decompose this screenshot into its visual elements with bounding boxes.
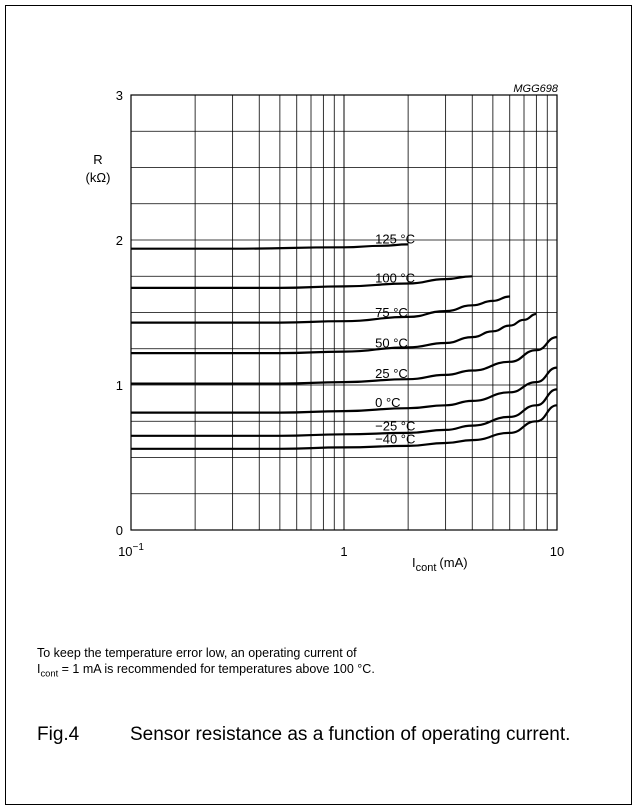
- grid: [130, 94, 558, 531]
- series-label: 25 °C: [375, 366, 408, 381]
- x-axis-symbol: I: [412, 555, 416, 570]
- x-axis-subscript: cont: [416, 562, 437, 574]
- note-line-2: = 1 mA is recommended for temperatures a…: [58, 662, 375, 676]
- series-line: [131, 336, 558, 385]
- x-tick-label: 1: [340, 544, 347, 559]
- note-line-1: To keep the temperature error low, an op…: [37, 646, 357, 660]
- y-tick-label: 0: [116, 523, 123, 538]
- series-line: [130, 275, 473, 290]
- tick-labels: 0 1 2 3 10−1 1 10: [116, 88, 564, 559]
- x-tick-label: 10: [550, 544, 564, 559]
- x-tick-label: 10−1: [118, 542, 144, 559]
- series-label: 125 °C: [375, 231, 415, 246]
- series-line: [131, 243, 409, 250]
- figure-frame: [5, 5, 632, 805]
- note-subscript: cont: [40, 668, 59, 679]
- figure-caption: Fig.4 Sensor resistance as a function of…: [37, 722, 617, 747]
- series-label: 0 °C: [375, 395, 400, 410]
- series-label: 75 °C: [375, 305, 408, 320]
- series-label: −25 °C: [375, 418, 415, 433]
- x-axis-label: Icont (mA): [412, 555, 468, 574]
- x-tick-exponent: −1: [133, 542, 145, 553]
- figure-title: Sensor resistance as a function of opera…: [130, 724, 571, 745]
- y-tick-label: 2: [116, 233, 123, 248]
- plot-border: [130, 94, 558, 531]
- x-axis-unit: (mA): [439, 555, 467, 570]
- note-symbol: I: [37, 662, 41, 676]
- footnote: To keep the temperature error low, an op…: [37, 645, 617, 679]
- series-label: 100 °C: [375, 270, 415, 285]
- y-axis-symbol: R: [93, 152, 102, 167]
- y-tick-label: 1: [116, 378, 123, 393]
- series-line: [131, 312, 537, 355]
- series-group: 125 °C 100 °C 75 °C 50 °C 25 °C 0 °C −25 °C−40…: [130, 231, 558, 450]
- y-tick-label: 3: [116, 88, 123, 103]
- series-label: 50 °C: [375, 336, 408, 351]
- figure-number: Fig.4: [37, 724, 80, 745]
- series-line: [131, 295, 510, 324]
- series-line: [131, 404, 558, 450]
- series-line: [131, 388, 558, 437]
- chart: 125 °C 100 °C 75 °C 50 °C 25 °C 0 °C −25 °C−40…: [86, 83, 565, 574]
- chart-code: MGG698: [513, 83, 559, 95]
- series-line: [131, 366, 558, 414]
- y-axis-unit: (kΩ): [86, 170, 111, 185]
- series-label: −40 °C: [375, 431, 415, 446]
